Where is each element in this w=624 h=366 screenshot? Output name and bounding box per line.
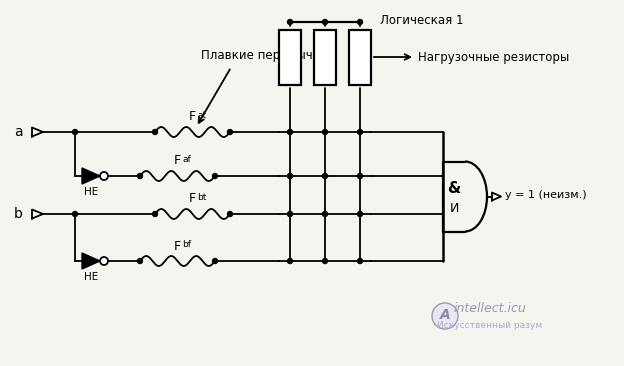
Text: &: & [447, 181, 461, 196]
Circle shape [72, 130, 77, 134]
Circle shape [152, 130, 157, 134]
Text: A: A [440, 308, 451, 322]
Text: Плавкие перемычки: Плавкие перемычки [202, 49, 328, 61]
Circle shape [72, 212, 77, 217]
Circle shape [323, 19, 328, 25]
Bar [314, 30, 336, 85]
Circle shape [323, 258, 328, 264]
Text: F: F [189, 111, 196, 123]
Circle shape [323, 130, 328, 134]
Circle shape [323, 212, 328, 217]
Text: F: F [174, 154, 181, 168]
Text: a: a [14, 125, 22, 139]
Polygon shape [82, 253, 100, 269]
Circle shape [137, 173, 142, 179]
Text: Нагрузочные резисторы: Нагрузочные резисторы [418, 51, 569, 63]
Circle shape [323, 173, 328, 179]
Circle shape [152, 212, 157, 217]
Text: bt: bt [198, 193, 207, 202]
Circle shape [213, 258, 218, 264]
Circle shape [288, 130, 293, 134]
Text: И: И [449, 202, 459, 215]
Circle shape [358, 19, 363, 25]
Text: НЕ: НЕ [84, 187, 98, 197]
Circle shape [288, 212, 293, 217]
Circle shape [288, 19, 293, 25]
Text: Логическая 1: Логическая 1 [380, 14, 464, 26]
Text: НЕ: НЕ [84, 272, 98, 282]
Bar [279, 30, 301, 85]
Circle shape [137, 258, 142, 264]
Circle shape [213, 173, 218, 179]
Polygon shape [82, 168, 100, 184]
Text: F: F [174, 239, 181, 253]
Circle shape [358, 258, 363, 264]
Circle shape [100, 172, 108, 180]
Circle shape [432, 303, 458, 329]
Text: at: at [198, 111, 207, 120]
Text: intellect.icu: intellect.icu [454, 303, 527, 315]
Text: Искусственный разум: Искусственный разум [437, 321, 543, 330]
Circle shape [358, 173, 363, 179]
Circle shape [228, 212, 233, 217]
Text: y = 1 (неизм.): y = 1 (неизм.) [505, 190, 587, 201]
Text: F: F [189, 193, 196, 205]
Circle shape [358, 130, 363, 134]
Circle shape [288, 173, 293, 179]
Text: af: af [182, 155, 191, 164]
Text: bf: bf [182, 240, 192, 249]
Circle shape [228, 130, 233, 134]
Text: b: b [14, 207, 22, 221]
Circle shape [288, 258, 293, 264]
Bar [349, 30, 371, 85]
Circle shape [100, 257, 108, 265]
Circle shape [358, 212, 363, 217]
